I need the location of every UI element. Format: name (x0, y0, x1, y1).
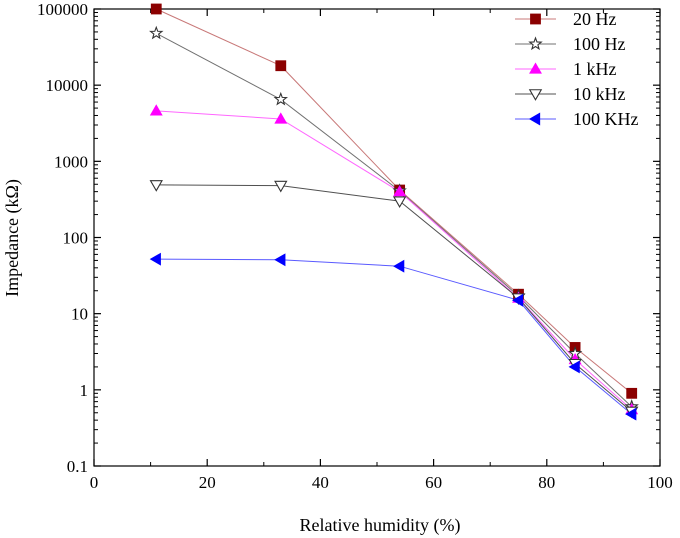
data-point-1-2 (275, 60, 287, 72)
data-point-3-3 (393, 185, 407, 197)
x-tick-label: 40 (312, 473, 329, 492)
y-tick-label: 1000 (54, 152, 88, 171)
y-tick-label: 10 (71, 305, 88, 324)
y-tick-label: 1 (80, 381, 89, 400)
data-point-5-2 (274, 253, 286, 267)
series-lines (156, 8, 633, 415)
legend-label-2: 100 Hz (573, 34, 626, 54)
data-point-5-5 (568, 360, 580, 374)
legend-marker-5 (528, 112, 541, 126)
axes: 0 20 40 60 80 100 0.1 1 10 100 1000 10000 100000 (37, 0, 673, 492)
data-point-2-2 (273, 91, 288, 106)
series-line-4 (156, 184, 633, 412)
series-markers (149, 3, 639, 421)
data-point-1-1 (150, 3, 162, 15)
data-point-4-1 (149, 180, 163, 192)
data-point-5-6 (625, 407, 637, 421)
data-point-3-1 (149, 104, 163, 116)
series-line-3 (156, 110, 633, 410)
series-line-2 (156, 32, 633, 408)
legend-label-3: 1 kHz (573, 59, 617, 79)
legend-label-1: 20 Hz (573, 9, 617, 29)
series-line-1 (156, 8, 633, 394)
data-point-4-3 (392, 196, 407, 209)
y-axis-label: Impedance (kΩ) (2, 179, 23, 297)
x-tick-label: 60 (425, 473, 442, 492)
data-point-1-6 (626, 387, 638, 399)
x-tick-label: 0 (90, 473, 99, 492)
series-line-5 (156, 258, 633, 415)
x-axis-label: Relative humidity (%) (300, 515, 461, 536)
legend-marker-3 (529, 62, 542, 74)
data-point-3-2 (274, 112, 288, 124)
legend-label-4: 10 kHz (573, 84, 626, 104)
legend-marker-1 (530, 13, 541, 25)
data-point-2-1 (149, 25, 164, 40)
legend-marker-4 (528, 89, 543, 101)
data-point-4-2 (274, 180, 288, 193)
legend-marker-2 (528, 36, 543, 51)
y-tick-label: 100000 (37, 0, 88, 19)
legend: 20 Hz 100 Hz 1 kHz 10 kHz 100 KHz (515, 9, 639, 129)
legend-label-5: 100 KHz (573, 109, 639, 129)
data-point-5-3 (393, 259, 405, 273)
x-tick-label: 100 (647, 473, 673, 492)
y-tick-label: 10000 (46, 76, 89, 95)
x-tick-label: 80 (538, 473, 555, 492)
x-tick-label: 20 (199, 473, 216, 492)
data-point-5-1 (149, 252, 161, 266)
data-point-5-4 (511, 293, 524, 307)
y-tick-label: 100 (63, 229, 89, 248)
y-tick-label: 0.1 (67, 457, 88, 476)
